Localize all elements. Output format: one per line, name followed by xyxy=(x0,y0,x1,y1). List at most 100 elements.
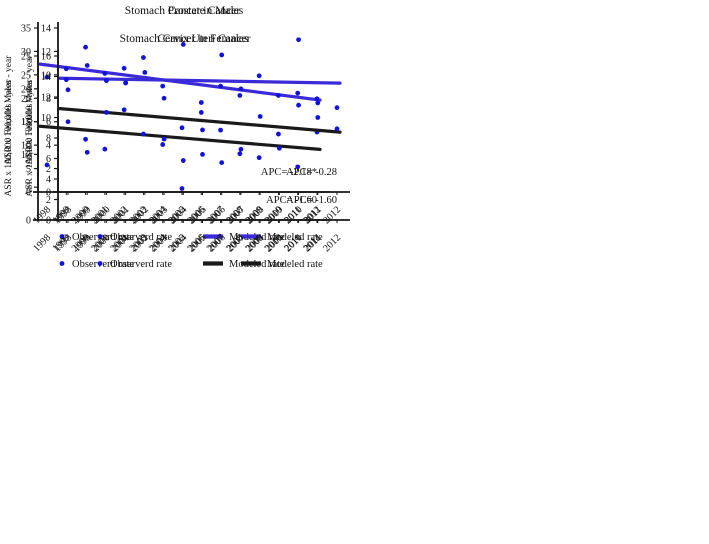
data-point xyxy=(334,105,340,111)
y-tick-label: 6 xyxy=(46,117,51,128)
y-tick-label: 25 xyxy=(21,70,31,81)
data-point xyxy=(276,93,281,98)
legend-observed-label: Observerd rate xyxy=(72,259,134,270)
y-tick-label: 8 xyxy=(46,94,51,105)
data-point xyxy=(44,162,50,168)
x-tick-label: 1999 xyxy=(71,232,93,254)
data-point xyxy=(84,63,90,68)
panel-stomach-cancer-females: Stomach Cancer in Females ASR x 100,000 F… xyxy=(0,0,354,272)
y-axis-label: ASR x 100,000 Males - year xyxy=(4,55,14,165)
chart-title: Stomach Cancer in Males xyxy=(125,5,244,17)
y-tick-label: 14 xyxy=(41,24,51,35)
data-point xyxy=(65,119,71,125)
y-tick-label: 30 xyxy=(21,47,31,58)
chart-stomach-cancer-females: Stomach Cancer in Females ASR x 100,000 F… xyxy=(4,33,330,270)
data-point xyxy=(198,110,204,115)
data-point xyxy=(83,136,88,142)
data-point xyxy=(238,86,244,92)
legend-modeled-label: Modeled rate xyxy=(267,232,323,243)
data-point xyxy=(63,66,69,72)
data-point xyxy=(296,37,301,43)
data-point xyxy=(44,74,50,80)
y-tick-label: 4 xyxy=(46,175,51,186)
data-point xyxy=(121,107,127,113)
data-point xyxy=(180,42,186,47)
data-point xyxy=(180,158,186,163)
data-point xyxy=(83,44,88,50)
data-point xyxy=(315,100,321,106)
data-point xyxy=(219,160,225,166)
modeled-line xyxy=(38,62,322,102)
legend-observed-dot-icon xyxy=(59,261,65,266)
data-point xyxy=(238,146,244,152)
x-tick-label: 2012 xyxy=(321,232,343,254)
y-tick-label: 14 xyxy=(41,72,51,83)
y-tick-label: 12 xyxy=(41,47,51,58)
data-point xyxy=(334,126,340,132)
data-point xyxy=(200,127,205,133)
data-point xyxy=(314,96,320,102)
y-tick-label: 6 xyxy=(46,154,51,165)
data-point xyxy=(295,164,301,170)
data-point xyxy=(104,109,109,115)
apc-label: APC= -1.60 xyxy=(266,195,317,206)
apc-label: APC= -0.28 xyxy=(286,167,337,178)
y-tick-label: 15 xyxy=(21,117,31,128)
chart-cervix-uteri-cancer: Cervix Uteri Cancer ASR x 100,000 Females… xyxy=(25,33,350,270)
x-tick-label: 2001 xyxy=(110,232,132,254)
data-point xyxy=(121,65,127,71)
y-tick-label: 25 xyxy=(21,52,31,63)
data-point xyxy=(219,52,225,58)
data-point xyxy=(123,80,129,86)
legend-observed-dot-icon xyxy=(59,234,65,239)
data-point xyxy=(276,145,282,151)
data-point xyxy=(142,70,148,75)
data-point xyxy=(104,78,109,84)
data-point xyxy=(84,149,90,155)
data-point xyxy=(218,127,223,133)
x-tick-label: 2010 xyxy=(283,232,305,254)
legend-observed-label: Observerd rate xyxy=(110,259,172,270)
x-tick-label: 1998 xyxy=(52,232,74,254)
y-tick-label: 12 xyxy=(41,93,51,104)
data-point xyxy=(256,155,262,161)
y-tick-label: 8 xyxy=(46,134,51,145)
data-point xyxy=(63,77,69,83)
y-tick-label: 10 xyxy=(21,141,31,152)
data-point xyxy=(218,83,223,89)
legend-observed-dot-icon xyxy=(97,234,103,239)
data-point xyxy=(200,152,205,157)
y-tick-label: 2 xyxy=(46,195,51,206)
y-tick-label: 10 xyxy=(41,70,51,81)
data-point xyxy=(295,90,301,96)
x-tick-label: 2004 xyxy=(167,232,189,254)
y-tick-label: 5 xyxy=(26,183,31,194)
y-axis-label: ASR x 100,000 Males - year xyxy=(25,55,35,165)
data-point xyxy=(256,73,262,79)
data-point xyxy=(257,114,263,119)
data-point xyxy=(160,83,166,89)
legend-modeled-label: Modeled rate xyxy=(267,259,323,270)
x-tick-label: 2007 xyxy=(225,232,247,254)
y-axis-label: ASR x 100,000 Females - year xyxy=(4,79,14,197)
y-tick-label: 15 xyxy=(21,117,31,128)
x-tick-label: 2000 xyxy=(91,232,113,254)
legend-observed-dot-icon xyxy=(97,261,103,266)
data-point xyxy=(102,71,108,76)
data-point xyxy=(141,55,146,60)
data-point xyxy=(161,136,167,142)
y-tick-label: 4 xyxy=(46,141,51,152)
y-tick-label: 20 xyxy=(21,94,31,105)
y-tick-label: 16 xyxy=(41,52,51,63)
data-point xyxy=(179,186,185,191)
y-tick-label: 10 xyxy=(21,150,31,161)
x-tick-label: 2006 xyxy=(206,232,228,254)
data-point xyxy=(179,125,185,131)
legend-observed-label: Observerd rate xyxy=(72,232,134,243)
y-tick-label: 0 xyxy=(26,188,31,199)
y-tick-label: 10 xyxy=(41,113,51,124)
y-tick-label: 0 xyxy=(46,216,51,227)
y-axis-label: ASR x 100,000 Females - year xyxy=(25,79,35,197)
chart-title: Stomach Cancer in Females xyxy=(120,33,249,45)
